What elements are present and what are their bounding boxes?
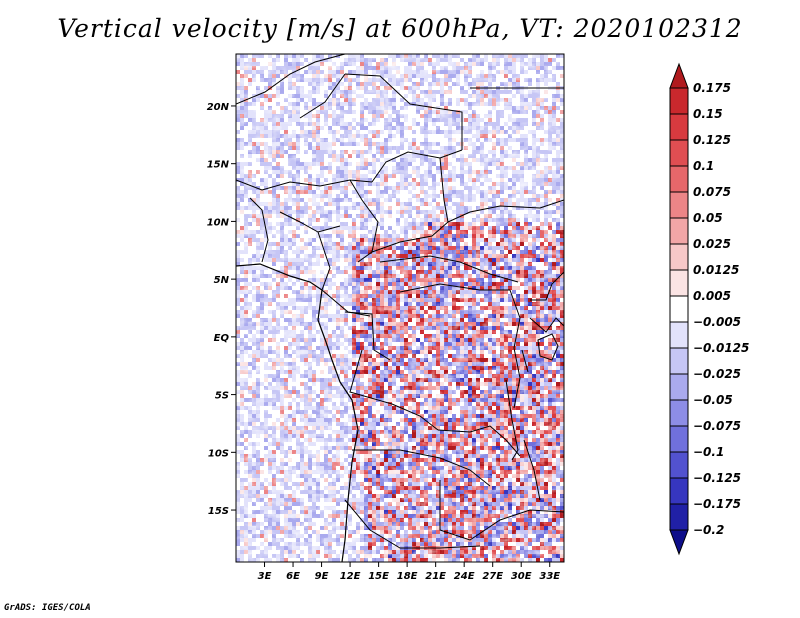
map-panel: [236, 54, 564, 562]
map-title: Vertical velocity [m/s] at 600hPa, VT: 2…: [57, 14, 743, 43]
